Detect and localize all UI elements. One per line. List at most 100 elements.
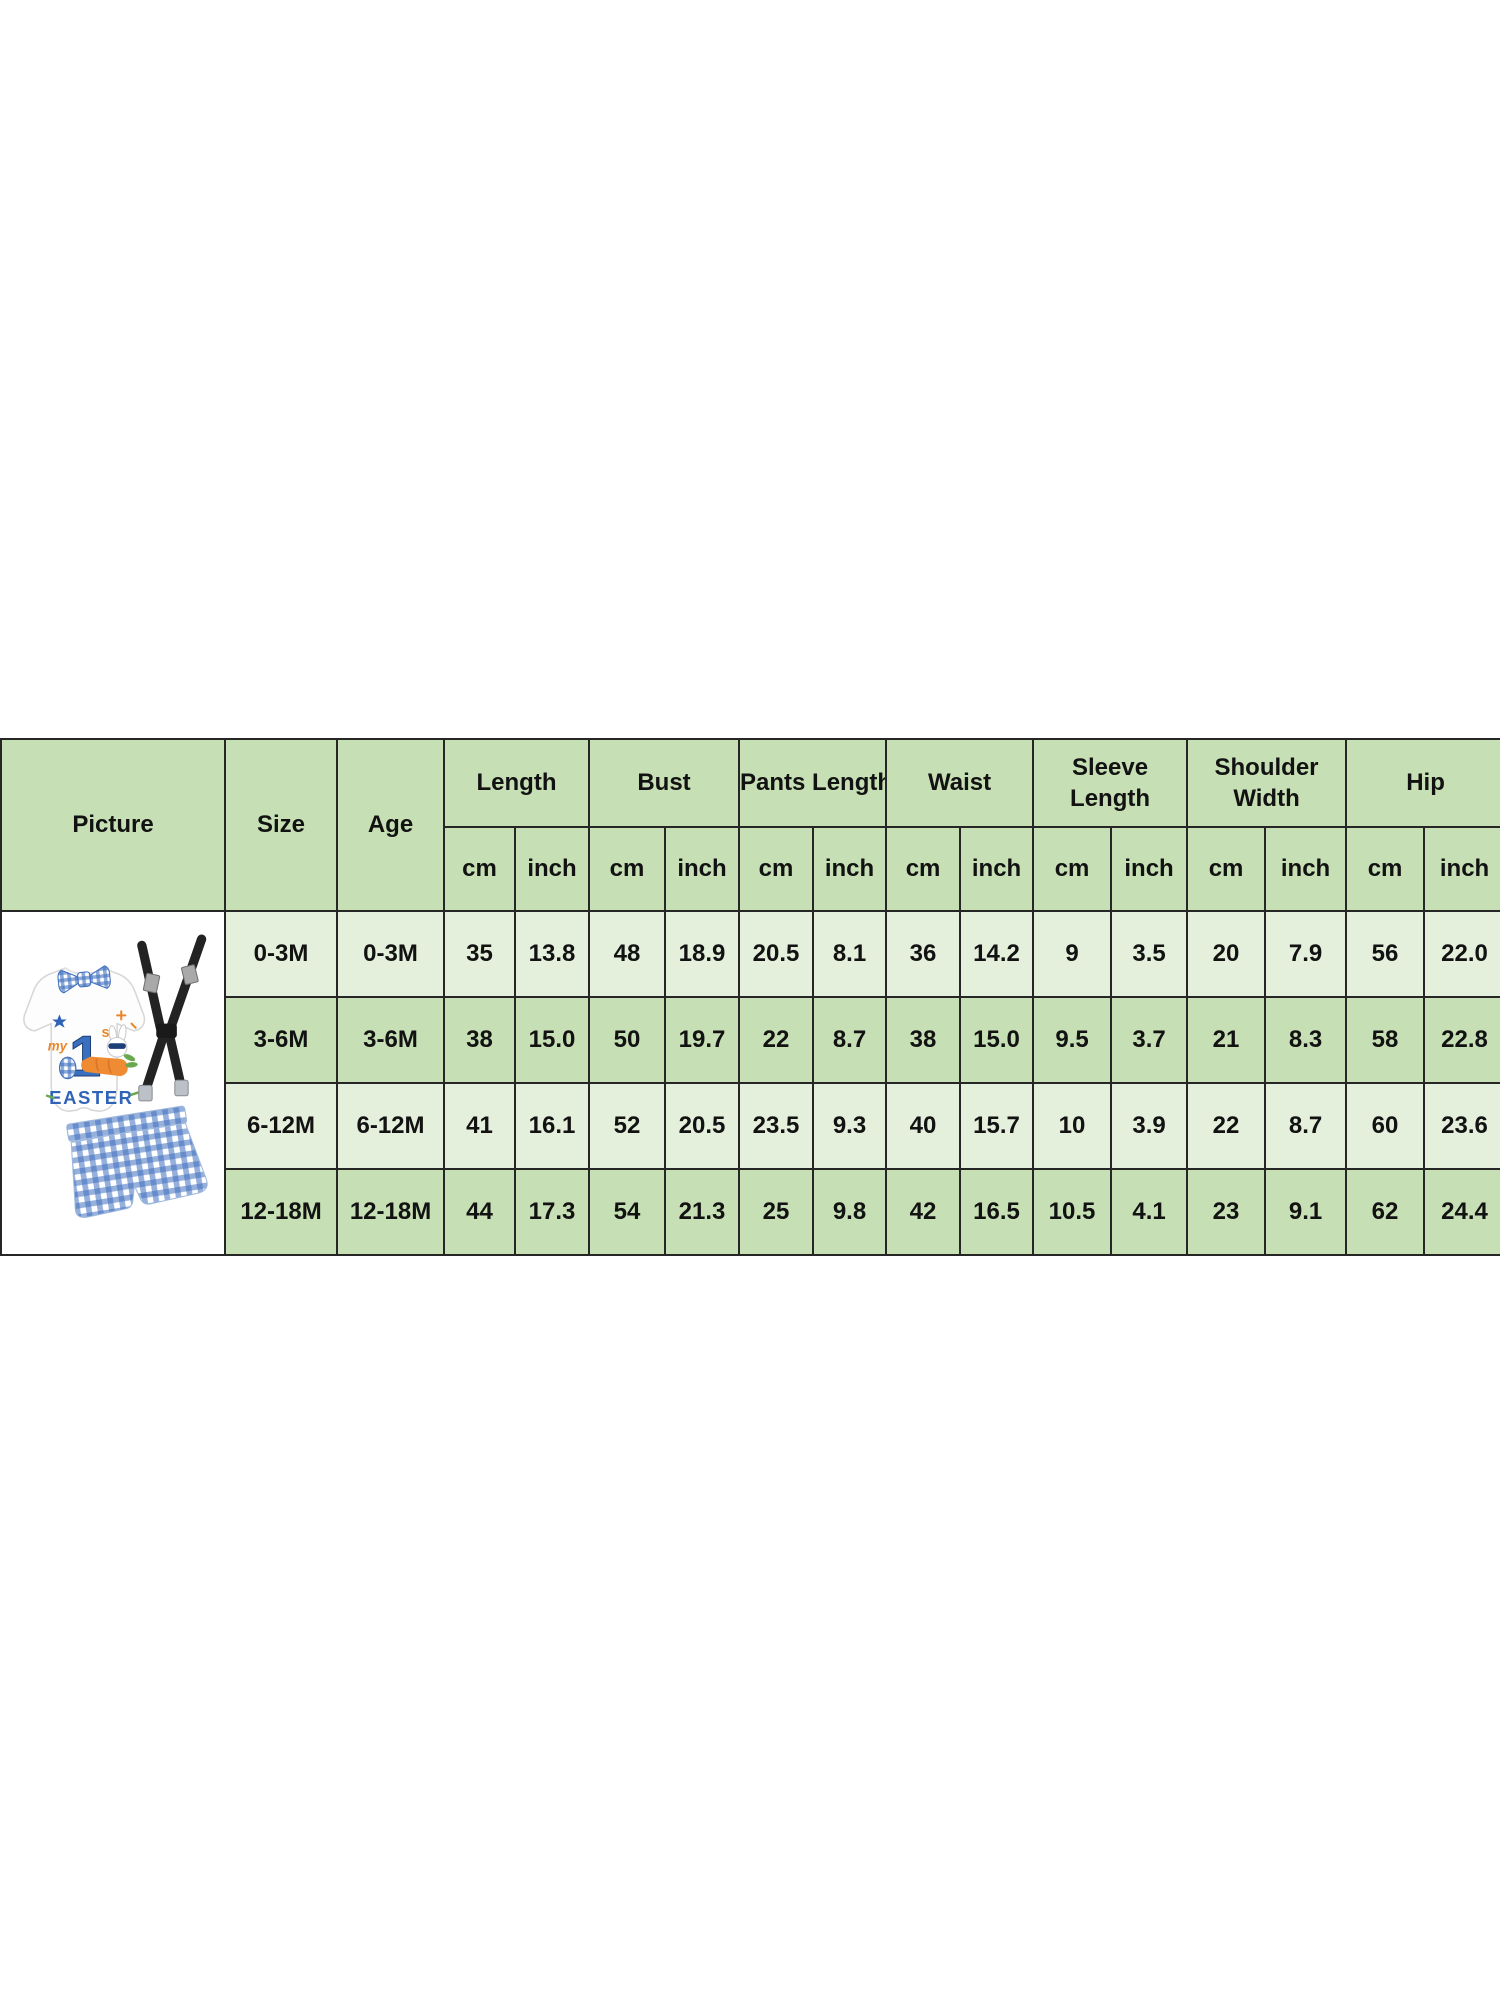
unit-header-inch: inch (812, 826, 888, 912)
value-cell: 9.5 (1032, 996, 1113, 1084)
shorts-graphic (66, 1105, 208, 1218)
romper-graphic: my 1 st (23, 964, 146, 1112)
value-cell: 22 (738, 996, 815, 1084)
col-group-waist: Waist (885, 738, 1035, 828)
print-easter: EASTER (49, 1086, 133, 1107)
value-cell: 10.5 (1032, 1168, 1113, 1256)
value-cell: 22 (1186, 1082, 1267, 1170)
unit-header-cm: cm (588, 826, 667, 912)
value-cell: 3.7 (1110, 996, 1189, 1084)
value-cell: 20 (1186, 910, 1267, 998)
suspender-clips (138, 1079, 189, 1101)
unit-header-cm: cm (885, 826, 962, 912)
print-my: my (48, 1038, 68, 1053)
unit-header-inch: inch (664, 826, 741, 912)
easter-print: my 1 st (45, 1009, 139, 1107)
age-cell: 3-6M (336, 996, 445, 1084)
value-cell: 23.6 (1423, 1082, 1500, 1170)
size-cell: 6-12M (224, 1082, 338, 1170)
age-cell: 0-3M (336, 910, 445, 998)
age-cell: 12-18M (336, 1168, 445, 1256)
value-cell: 8.7 (1264, 1082, 1348, 1170)
value-cell: 52 (588, 1082, 667, 1170)
value-cell: 50 (588, 996, 667, 1084)
value-cell: 54 (588, 1168, 667, 1256)
value-cell: 15.7 (959, 1082, 1035, 1170)
col-header-size: Size (224, 738, 338, 912)
unit-header-cm: cm (443, 826, 516, 912)
value-cell: 60 (1345, 1082, 1426, 1170)
value-cell: 40 (885, 1082, 962, 1170)
value-cell: 13.8 (513, 910, 591, 998)
value-cell: 41 (443, 1082, 516, 1170)
product-photo: my 1 st (23, 934, 208, 1218)
unit-header-cm: cm (1032, 826, 1113, 912)
unit-header-cm: cm (738, 826, 815, 912)
unit-header-cm: cm (1186, 826, 1267, 912)
value-cell: 17.3 (513, 1168, 591, 1256)
value-cell: 8.1 (812, 910, 888, 998)
unit-header-inch: inch (1264, 826, 1348, 912)
value-cell: 20.5 (664, 1082, 741, 1170)
size-row-6-12m: 6-12M 6-12M 41 16.1 52 20.5 23.5 9.3 40 … (1, 1082, 1500, 1170)
col-group-shoulder-width: Shoulder Width (1186, 738, 1348, 828)
value-cell: 19.7 (664, 996, 741, 1084)
value-cell: 22.0 (1423, 910, 1500, 998)
value-cell: 23 (1186, 1168, 1267, 1256)
value-cell: 56 (1345, 910, 1426, 998)
value-cell: 4.1 (1110, 1168, 1189, 1256)
size-row-0-3m: my 1 st (0, 910, 1500, 1256)
size-chart: Picture Size Age Length Bust Pants Lengt… (0, 738, 1500, 1262)
easter-egg-graphic (58, 1056, 77, 1079)
value-cell: 7.9 (1264, 910, 1348, 998)
value-cell: 8.3 (1264, 996, 1348, 1084)
value-cell: 16.1 (513, 1082, 591, 1170)
col-group-length: Length (442, 738, 591, 828)
value-cell: 22.8 (1423, 996, 1500, 1084)
value-cell: 48 (588, 910, 667, 998)
value-cell: 20.5 (738, 910, 815, 998)
header-row-units: cm inch cm inch cm inch cm inch cm inch … (1, 826, 1500, 912)
value-cell: 14.2 (959, 910, 1035, 998)
product-photo-cell: my 1 st (0, 910, 226, 1256)
col-header-age: Age (336, 738, 445, 912)
value-cell: 15.0 (959, 996, 1035, 1084)
unit-header-inch: inch (513, 826, 591, 912)
value-cell: 23.5 (738, 1082, 815, 1170)
value-cell: 9 (1032, 910, 1113, 998)
value-cell: 36 (885, 910, 962, 998)
col-header-picture: Picture (0, 738, 226, 912)
size-row-3-6m: 3-6M 3-6M 38 15.0 50 19.7 22 8.7 38 15.0… (1, 996, 1500, 1084)
value-cell: 3.9 (1110, 1082, 1189, 1170)
size-cell: 12-18M (224, 1168, 338, 1256)
unit-header-inch: inch (1110, 826, 1189, 912)
value-cell: 15.0 (513, 996, 591, 1084)
value-cell: 58 (1345, 996, 1426, 1084)
col-group-hip: Hip (1345, 738, 1500, 828)
suspenders-graphic (137, 934, 207, 1094)
unit-header-inch: inch (959, 826, 1035, 912)
size-chart-table: Picture Size Age Length Bust Pants Lengt… (0, 738, 1500, 1256)
value-cell: 38 (443, 996, 516, 1084)
size-cell: 3-6M (224, 996, 338, 1084)
value-cell: 10 (1032, 1082, 1113, 1170)
size-row-12-18m: 12-18M 12-18M 44 17.3 54 21.3 25 9.8 42 … (1, 1168, 1500, 1256)
bunny-graphic (106, 1023, 128, 1058)
age-cell: 6-12M (336, 1082, 445, 1170)
value-cell: 21 (1186, 996, 1267, 1084)
unit-header-cm: cm (1345, 826, 1426, 912)
value-cell: 44 (443, 1168, 516, 1256)
value-cell: 35 (443, 910, 516, 998)
value-cell: 25 (738, 1168, 815, 1256)
value-cell: 24.4 (1423, 1168, 1500, 1256)
value-cell: 18.9 (664, 910, 741, 998)
header-row-groups: Picture Size Age Length Bust Pants Lengt… (0, 738, 1500, 912)
value-cell: 21.3 (664, 1168, 741, 1256)
value-cell: 8.7 (812, 996, 888, 1084)
unit-header-inch: inch (1423, 826, 1500, 912)
col-group-pants-length: Pants Length (738, 738, 888, 828)
value-cell: 38 (885, 996, 962, 1084)
carrot-graphic (81, 1053, 138, 1076)
col-group-bust: Bust (588, 738, 741, 828)
value-cell: 42 (885, 1168, 962, 1256)
